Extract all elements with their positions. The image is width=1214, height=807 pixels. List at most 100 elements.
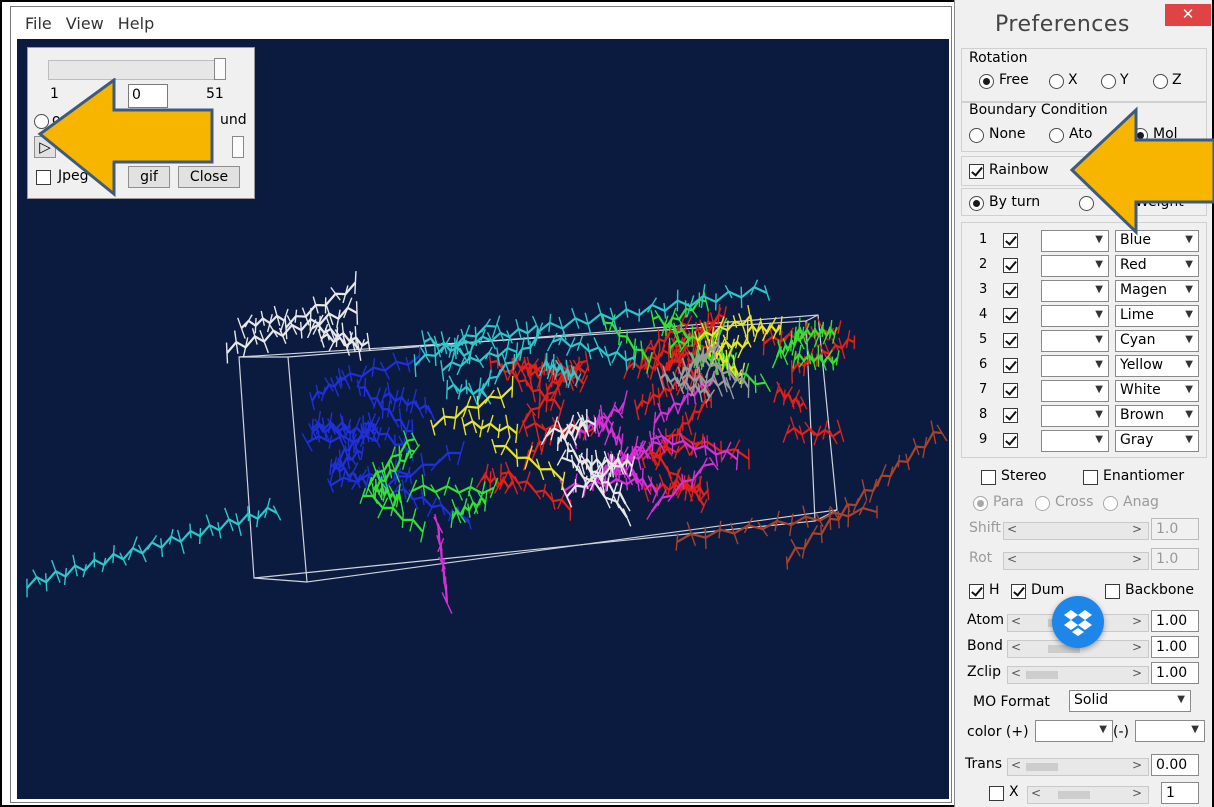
frame-slider-track[interactable] bbox=[48, 60, 226, 80]
color-row-series-select[interactable]: ▼ bbox=[1041, 305, 1109, 327]
chain-bond bbox=[696, 340, 701, 351]
color-row-series-select[interactable]: ▼ bbox=[1041, 430, 1109, 452]
x-checkbox[interactable] bbox=[989, 786, 1004, 801]
chain-bond bbox=[608, 323, 613, 333]
chain-bond bbox=[317, 328, 322, 339]
rotation-z-radio[interactable] bbox=[1153, 74, 1168, 89]
chain-bond bbox=[461, 416, 465, 427]
color-row-series-select[interactable]: ▼ bbox=[1041, 380, 1109, 402]
color-row-index: 3 bbox=[979, 282, 988, 297]
mo-format-select[interactable]: Solid ▼ bbox=[1069, 690, 1191, 712]
hydrogen-checkbox[interactable] bbox=[969, 584, 984, 599]
boundary-none-radio[interactable] bbox=[969, 128, 984, 143]
chain-bond bbox=[624, 301, 628, 310]
chain-bond bbox=[702, 457, 708, 467]
atom-size-value[interactable]: 1.00 bbox=[1151, 610, 1199, 632]
close-icon[interactable]: ✕ bbox=[1165, 4, 1211, 26]
x-value[interactable]: 1 bbox=[1161, 782, 1199, 804]
chain-bond bbox=[632, 349, 636, 361]
backbone-checkbox[interactable] bbox=[1105, 584, 1120, 599]
color-row-series-select[interactable]: ▼ bbox=[1041, 355, 1109, 377]
color-row-checkbox[interactable] bbox=[1003, 408, 1018, 423]
close-dialog-button[interactable]: Close bbox=[178, 166, 240, 188]
color-row-series-select[interactable]: ▼ bbox=[1041, 255, 1109, 277]
dummy-checkbox[interactable] bbox=[1011, 584, 1026, 599]
chain-bond bbox=[413, 354, 416, 366]
trans-scrollbar[interactable]: < > bbox=[1007, 758, 1149, 776]
frame-slider-thumb[interactable] bbox=[214, 58, 226, 80]
chain-bond bbox=[580, 453, 586, 462]
x-scrollbar[interactable]: < > bbox=[1027, 786, 1149, 804]
color-minus-select[interactable]: ▼ bbox=[1135, 720, 1205, 742]
color-row-color-select[interactable]: Gray ▼ bbox=[1115, 430, 1199, 452]
enantiomer-checkbox[interactable] bbox=[1083, 470, 1098, 485]
chain-bond bbox=[665, 446, 672, 455]
molecule-chain bbox=[677, 363, 735, 400]
chain-bond bbox=[764, 382, 771, 393]
shift-value[interactable]: 1.0 bbox=[1151, 518, 1199, 540]
chain-backbone bbox=[650, 434, 739, 461]
color-plus-select[interactable]: ▼ bbox=[1035, 720, 1113, 742]
zclip-scrollbar[interactable]: < > bbox=[1007, 666, 1149, 684]
chain-bond bbox=[664, 310, 667, 319]
menu-file[interactable]: File bbox=[25, 13, 52, 33]
chain-bond bbox=[224, 507, 230, 520]
dropbox-button[interactable] bbox=[1052, 596, 1104, 648]
chain-bond bbox=[466, 396, 472, 407]
chain-backbone bbox=[706, 344, 744, 378]
rotation-free-radio[interactable] bbox=[979, 74, 994, 89]
chain-bond bbox=[472, 393, 478, 406]
rotation-x-radio[interactable] bbox=[1049, 74, 1064, 89]
preferences-panel: Preferences ✕ Rotation Free X Y Z Bounda… bbox=[954, 0, 1212, 807]
rot-scrollbar[interactable]: < > bbox=[1003, 552, 1149, 570]
color-row-color-select[interactable]: Brown ▼ bbox=[1115, 405, 1199, 427]
color-row-color-select[interactable]: Magen ▼ bbox=[1115, 280, 1199, 302]
color-row-checkbox[interactable] bbox=[1003, 233, 1018, 248]
color-row-checkbox[interactable] bbox=[1003, 358, 1018, 373]
chain-bond bbox=[616, 467, 621, 476]
zclip-value[interactable]: 1.00 bbox=[1151, 662, 1199, 684]
color-row-color-select[interactable]: Yellow ▼ bbox=[1115, 355, 1199, 377]
speed-slider-thumb[interactable] bbox=[232, 136, 244, 158]
color-row-checkbox[interactable] bbox=[1003, 258, 1018, 273]
loop-radio[interactable] bbox=[34, 114, 49, 129]
by-weight-radio[interactable] bbox=[1079, 196, 1094, 211]
boundary-atom-radio[interactable] bbox=[1049, 128, 1064, 143]
color-row-checkbox[interactable] bbox=[1003, 308, 1018, 323]
color-row-checkbox[interactable] bbox=[1003, 283, 1018, 298]
chain-bond bbox=[673, 403, 679, 414]
color-row-checkbox[interactable] bbox=[1003, 433, 1018, 448]
color-row-series-select[interactable]: ▼ bbox=[1041, 280, 1109, 302]
stereo-cross-radio[interactable] bbox=[1035, 496, 1050, 511]
color-row-checkbox[interactable] bbox=[1003, 383, 1018, 398]
color-row-checkbox[interactable] bbox=[1003, 333, 1018, 348]
color-row-color-select[interactable]: Red ▼ bbox=[1115, 255, 1199, 277]
chain-bond bbox=[709, 312, 715, 325]
shift-scrollbar[interactable]: < > bbox=[1003, 522, 1149, 540]
color-row-color-select[interactable]: Lime ▼ bbox=[1115, 305, 1199, 327]
chain-bond bbox=[411, 419, 414, 431]
stereo-anag-radio[interactable] bbox=[1103, 496, 1118, 511]
rot-value[interactable]: 1.0 bbox=[1151, 548, 1199, 570]
frame-number-input[interactable]: 0 bbox=[128, 84, 168, 108]
color-row-color-select[interactable]: Cyan ▼ bbox=[1115, 330, 1199, 352]
menu-view[interactable]: View bbox=[65, 13, 104, 33]
color-row-series-select[interactable]: ▼ bbox=[1041, 230, 1109, 252]
chevron-down-icon: ▼ bbox=[1185, 309, 1193, 320]
color-row-color-select[interactable]: White ▼ bbox=[1115, 380, 1199, 402]
stereo-para-radio[interactable] bbox=[973, 496, 988, 511]
stereo-checkbox[interactable] bbox=[981, 470, 996, 485]
bond-size-value[interactable]: 1.00 bbox=[1151, 636, 1199, 658]
chain-bond bbox=[329, 412, 333, 423]
color-row-color-select[interactable]: Blue ▼ bbox=[1115, 230, 1199, 252]
menu-help[interactable]: Help bbox=[117, 13, 155, 33]
rotation-y-radio[interactable] bbox=[1101, 74, 1116, 89]
color-row-series-select[interactable]: ▼ bbox=[1041, 330, 1109, 352]
rainbow-checkbox[interactable] bbox=[969, 164, 984, 179]
jpeg-checkbox[interactable] bbox=[36, 170, 51, 185]
chain-bond bbox=[912, 438, 917, 447]
color-row-series-select[interactable]: ▼ bbox=[1041, 405, 1109, 427]
gif-button[interactable]: gif bbox=[128, 166, 170, 188]
trans-value[interactable]: 0.00 bbox=[1151, 754, 1199, 776]
by-turn-radio[interactable] bbox=[969, 196, 984, 211]
